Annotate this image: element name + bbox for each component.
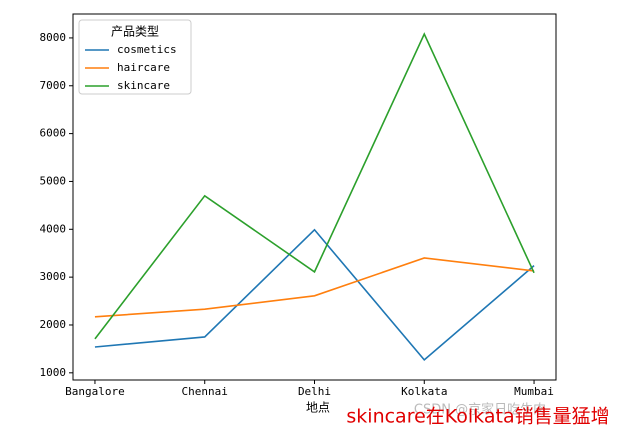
y-tick-label: 5000 xyxy=(40,174,67,187)
y-tick-label: 7000 xyxy=(40,79,67,92)
x-tick-label: Mumbai xyxy=(514,385,554,398)
y-tick-label: 8000 xyxy=(40,31,67,44)
y-tick-label: 4000 xyxy=(40,222,67,235)
y-tick-label: 2000 xyxy=(40,318,67,331)
x-tick-label: Bangalore xyxy=(65,385,125,398)
x-tick-label: Delhi xyxy=(298,385,331,398)
line-series xyxy=(94,257,535,318)
legend-title: 产品类型 xyxy=(111,25,159,39)
annotation: skincare在Kolkata销售量猛增 xyxy=(346,406,609,428)
legend-label: cosmetics xyxy=(117,43,177,56)
y-tick-label: 1000 xyxy=(40,366,67,379)
legend-label: haircare xyxy=(117,61,170,74)
legend-box xyxy=(78,19,192,95)
x-tick-label: Kolkata xyxy=(401,385,447,398)
line-series xyxy=(94,228,535,362)
legend-label: skincare xyxy=(117,79,170,92)
y-tick-label: 6000 xyxy=(40,127,67,140)
x-axis-label: 地点 xyxy=(306,401,330,415)
y-tick-label: 3000 xyxy=(40,270,67,283)
x-tick-label: Chennai xyxy=(182,385,228,398)
line-series xyxy=(94,32,535,340)
watermark: CSDN @京家日吃牛肉 xyxy=(414,402,546,418)
